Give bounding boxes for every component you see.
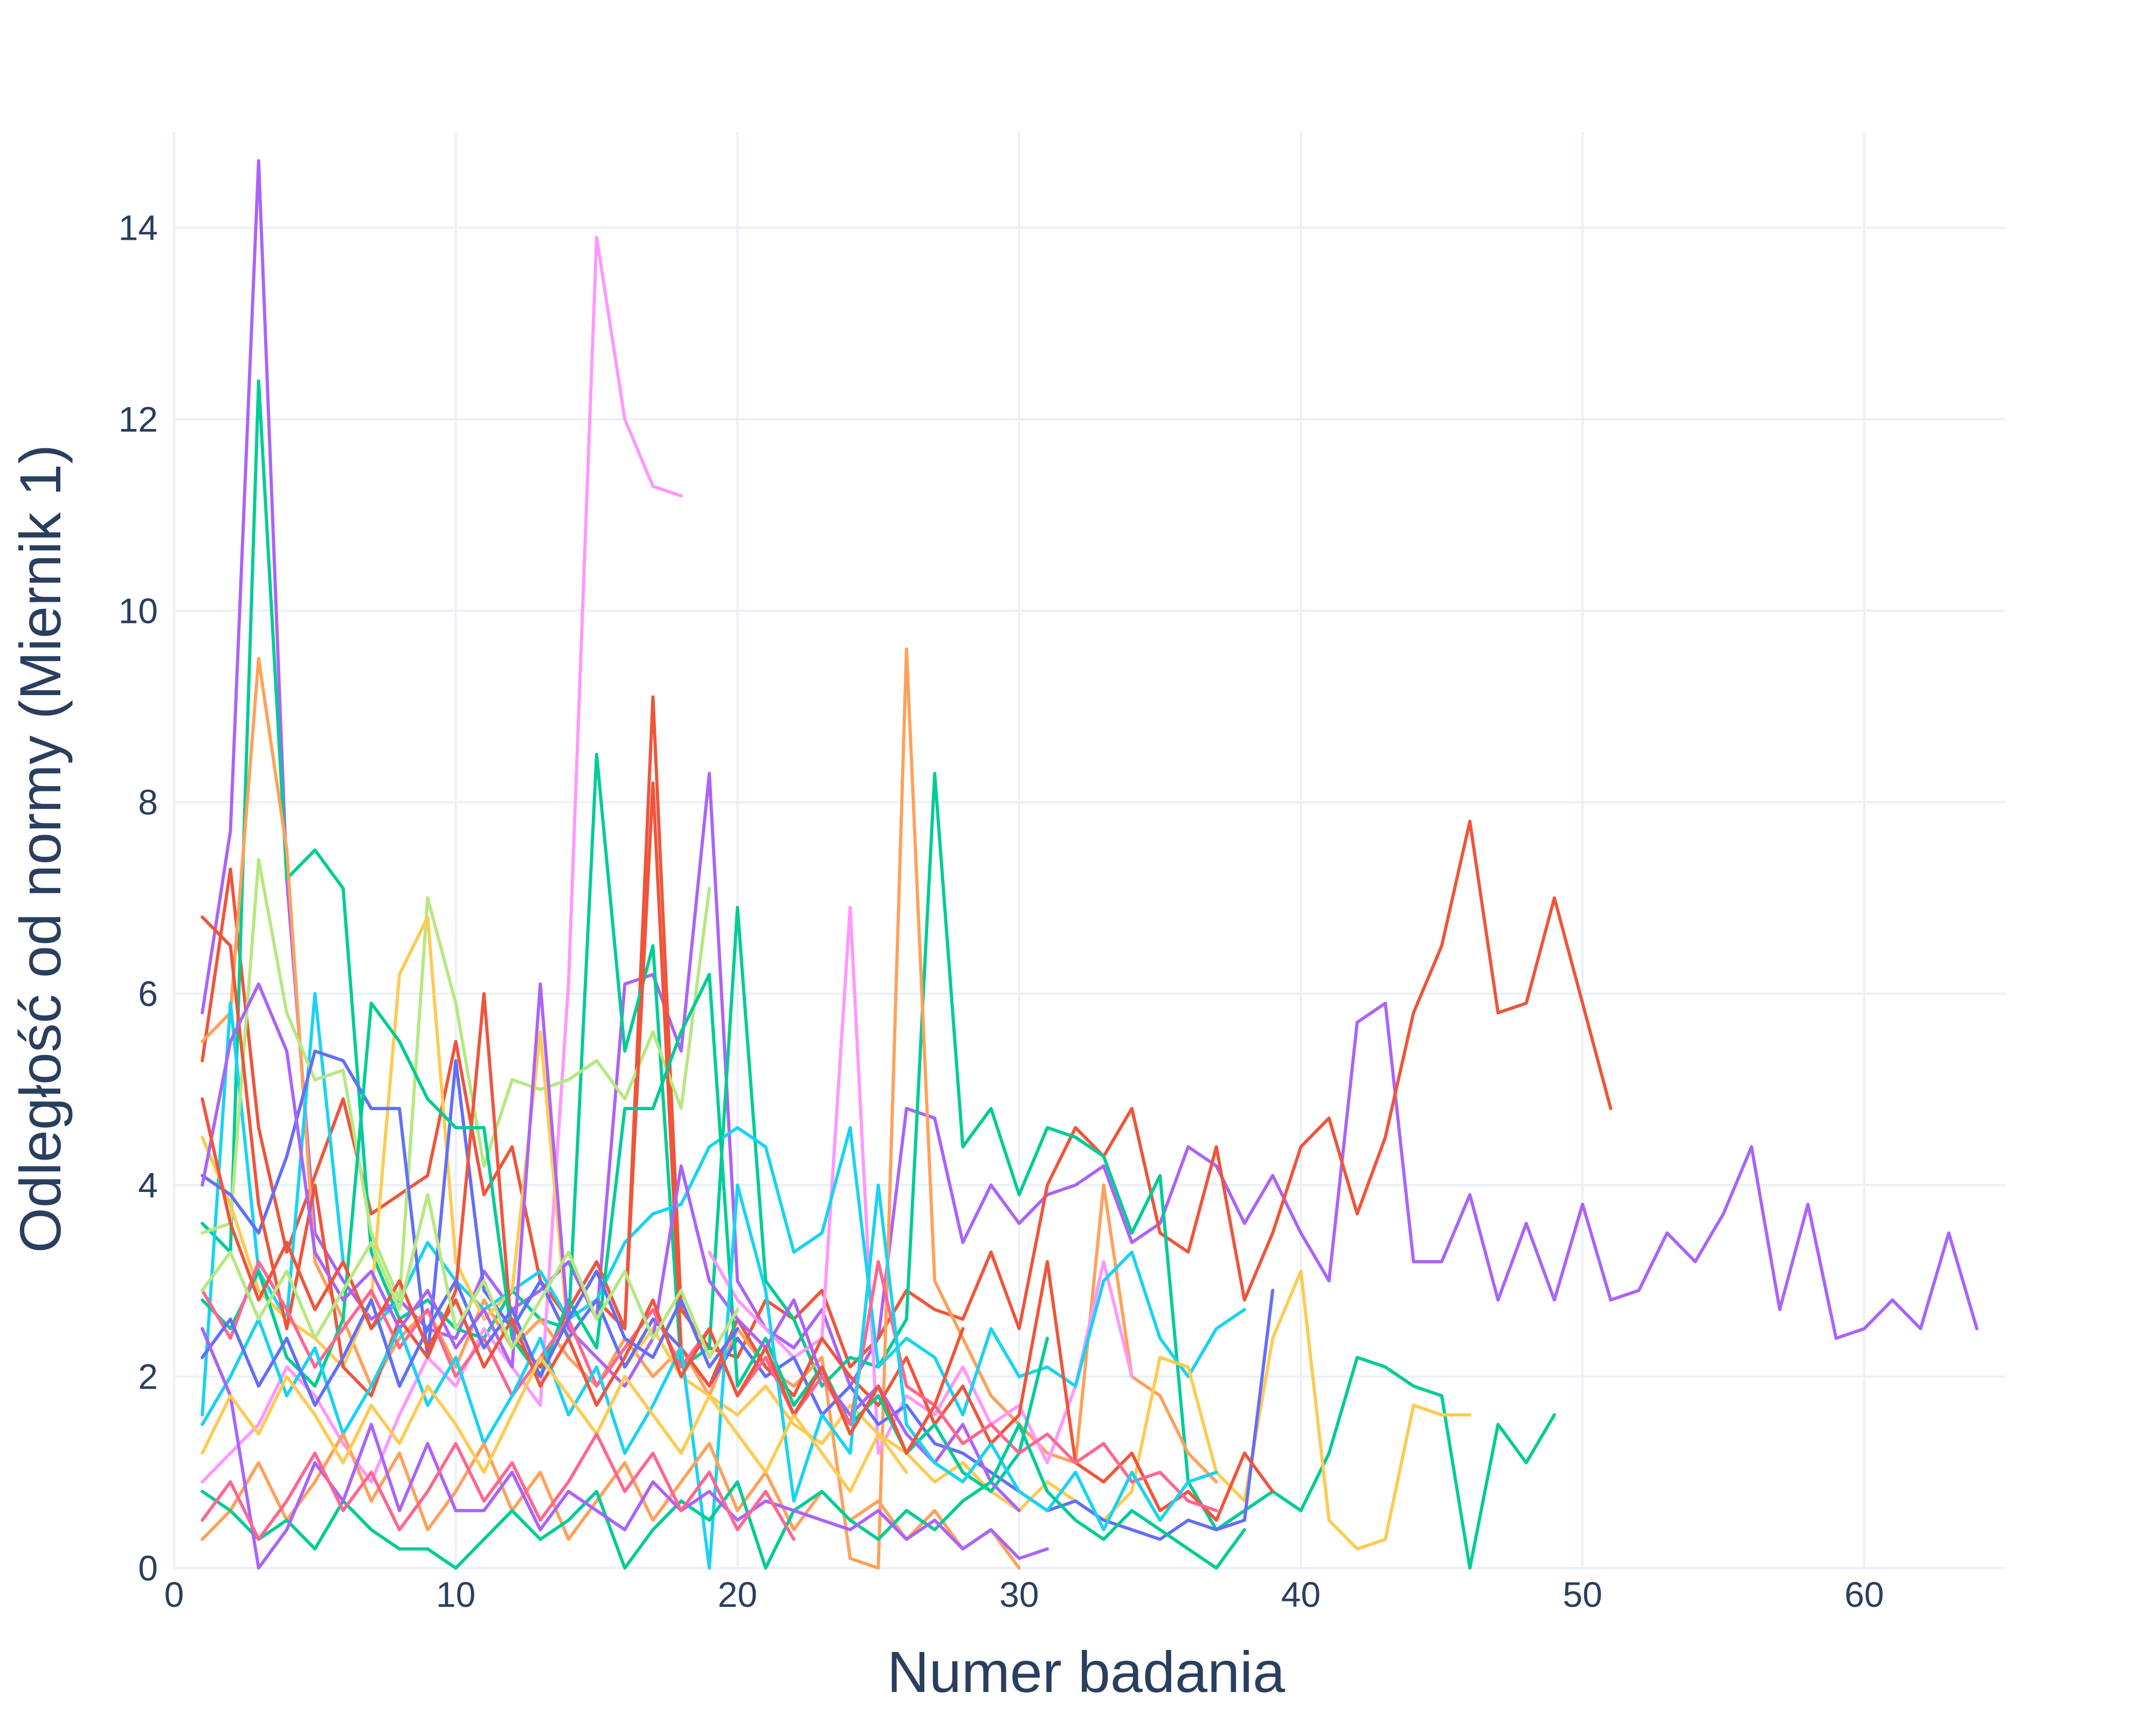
series-line-16: [201, 1432, 1021, 1570]
y-tick-label: 12: [119, 399, 158, 439]
y-tick-label: 0: [138, 1548, 158, 1588]
series-line-18: [201, 1270, 740, 1407]
x-tick-label: 40: [1281, 1575, 1321, 1614]
series-line-8: [201, 858, 711, 1302]
x-tick-label: 50: [1563, 1575, 1602, 1614]
series-line-9: [201, 915, 1471, 1551]
x-tick-label: 10: [436, 1575, 475, 1614]
x-tick-label: 30: [999, 1575, 1039, 1614]
series-line-7: [201, 992, 1246, 1417]
x-tick-label: 20: [718, 1575, 757, 1614]
y-tick-label: 4: [138, 1165, 158, 1205]
series-line-2: [201, 695, 1613, 1369]
series-line-23: [201, 1432, 796, 1541]
series-line-15: [201, 1183, 1218, 1570]
grid: [173, 132, 2005, 1569]
x-axis-title: Numer badania: [887, 1639, 1286, 1704]
series-line-20: [201, 1327, 1049, 1570]
series-line-6: [708, 906, 1134, 1465]
series-line-19: [201, 1097, 965, 1455]
y-axis-title: Odległość od normy (Miernik 1): [8, 445, 73, 1253]
series-line-22: [201, 1193, 740, 1360]
x-tick-label: 60: [1844, 1575, 1884, 1614]
series-line-1: [201, 159, 1979, 1388]
y-tick-label: 8: [138, 782, 158, 822]
y-tick-label: 14: [119, 208, 158, 248]
x-tick-label: 0: [164, 1575, 184, 1614]
series-line-21: [201, 1356, 908, 1493]
series-line-5: [201, 235, 683, 1484]
y-tick-label: 6: [138, 974, 158, 1014]
series-lines: [201, 159, 1979, 1570]
tick-labels: 0 10 20 30 40 50 60 0 2 4 6 8 10 12 14: [119, 208, 1884, 1614]
y-tick-label: 2: [138, 1357, 158, 1397]
y-tick-label: 10: [119, 591, 158, 630]
